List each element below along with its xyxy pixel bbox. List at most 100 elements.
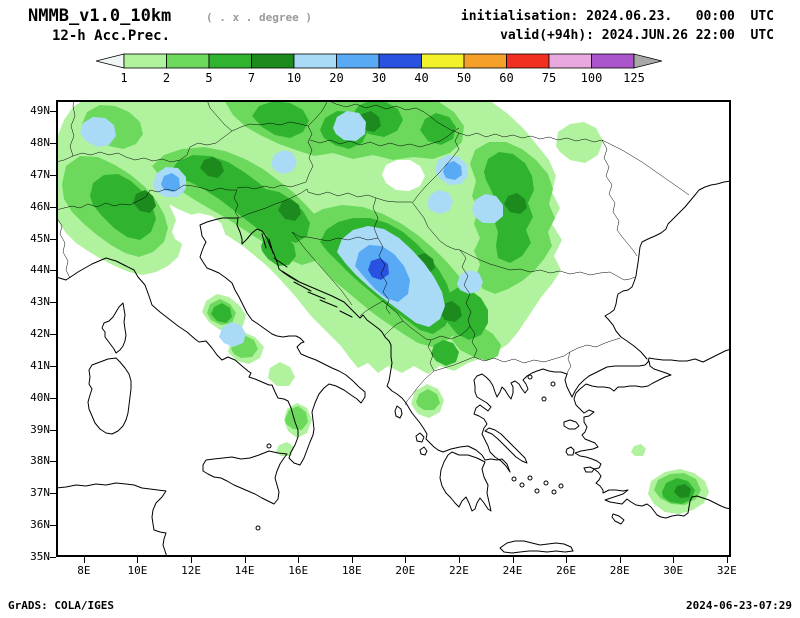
legend-level-20: 20 <box>329 71 343 85</box>
coast-aegean-north <box>473 348 731 473</box>
precip-level4-region <box>278 199 301 221</box>
lat-tick-48N <box>50 143 56 144</box>
precip-level3-region <box>420 113 456 145</box>
model-resolution-note: ( . x . degree ) <box>206 11 312 24</box>
lat-tick-44N <box>50 270 56 271</box>
lon-tick-32E <box>727 557 728 563</box>
coast-adriatic-balkans <box>236 217 511 512</box>
lon-tick-30E <box>673 557 674 563</box>
lat-label-49N: 49N <box>30 104 50 118</box>
lat-tick-43N <box>50 302 56 303</box>
coast-black-sea-west <box>604 180 731 360</box>
precip-level5-region <box>271 150 297 174</box>
precip-level4-region <box>504 193 527 214</box>
product-name: 12-h Acc.Prec. <box>52 28 171 44</box>
precip-level4-region <box>200 157 224 178</box>
legend-segment-4 <box>251 53 295 69</box>
islands-dalmatia <box>261 233 353 318</box>
legend-segment-6 <box>336 53 380 69</box>
lon-tick-16E <box>298 557 299 563</box>
lon-tick-20E <box>405 557 406 563</box>
lon-label-16E: 16E <box>288 564 309 577</box>
lat-label-42N: 42N <box>30 327 50 341</box>
precip-level4-region <box>133 190 156 213</box>
coast-turkey <box>573 360 731 519</box>
precip-level5-region <box>427 190 453 214</box>
precip-level5-region <box>80 117 116 147</box>
legend-segment-11 <box>548 53 592 69</box>
lat-tick-40N <box>50 398 56 399</box>
lon-tick-18E <box>352 557 353 563</box>
precip-level3-region <box>90 174 156 240</box>
country-borders <box>56 100 690 406</box>
legend-level-60: 60 <box>499 71 513 85</box>
lat-label-48N: 48N <box>30 135 50 149</box>
island-crete <box>499 540 574 554</box>
grads-credit: GrADS: COLA/IGES <box>8 599 114 612</box>
color-bar-legend: 1 2 5 7 10 20 30 40 50 60 75 100 125 <box>95 52 663 92</box>
coast-italy <box>56 217 366 466</box>
coast-north-africa <box>56 482 168 557</box>
lat-tick-35N <box>50 557 56 558</box>
legend-segment-3 <box>208 53 252 69</box>
lon-tick-22E <box>459 557 460 563</box>
legend-level-125: 125 <box>623 71 645 85</box>
island-sicily <box>202 450 288 505</box>
lon-label-20E: 20E <box>395 564 416 577</box>
lat-tick-36N <box>50 525 56 526</box>
precip-level1-region <box>556 122 603 163</box>
island-lesbos <box>563 419 580 430</box>
legend-segment-1 <box>123 53 167 69</box>
precip-level3-region <box>431 340 459 366</box>
lat-label-39N: 39N <box>30 422 50 436</box>
island-kefalonia <box>415 432 425 443</box>
lat-label-43N: 43N <box>30 295 50 309</box>
legend-segment-5 <box>293 53 337 69</box>
lat-label-46N: 46N <box>30 199 50 213</box>
lat-label-38N: 38N <box>30 454 50 468</box>
precip-gap <box>382 160 425 191</box>
precip-shading <box>56 100 709 514</box>
map-plot <box>56 100 731 557</box>
lat-tick-49N <box>50 111 56 112</box>
lon-label-18E: 18E <box>341 564 362 577</box>
creation-timestamp: 2024-06-23-07:29 <box>686 599 792 612</box>
legend-level-10: 10 <box>287 71 301 85</box>
lon-label-14E: 14E <box>234 564 255 577</box>
lon-label-22E: 22E <box>448 564 469 577</box>
precip-level5-region <box>219 322 246 347</box>
lon-label-30E: 30E <box>663 564 684 577</box>
precip-level2-region <box>416 389 440 410</box>
legend-segment-10 <box>506 53 550 69</box>
map-area <box>56 100 731 557</box>
lon-label-12E: 12E <box>181 564 201 577</box>
lon-label-32E: 32E <box>716 564 737 577</box>
valid-time: valid(+94h): 2024.JUN.26 22:00 UTC <box>500 28 774 43</box>
lat-tick-45N <box>50 239 56 240</box>
island-corfu <box>394 405 403 419</box>
lon-tick-28E <box>620 557 621 563</box>
lat-tick-39N <box>50 430 56 431</box>
legend-level-50: 50 <box>457 71 471 85</box>
precip-level3-region <box>252 101 309 138</box>
island-corsica <box>101 302 127 354</box>
lat-label-35N: 35N <box>30 550 50 564</box>
lon-label-24E: 24E <box>502 564 523 577</box>
precip-level5-region <box>457 270 483 294</box>
lon-tick-24E <box>513 557 514 563</box>
coastlines <box>56 180 731 557</box>
map-frame <box>56 100 731 557</box>
borders-path <box>56 100 690 406</box>
lat-tick-41N <box>50 366 56 367</box>
precip-level1-region <box>631 444 646 456</box>
precip-level3-region <box>211 303 232 323</box>
lon-label-26E: 26E <box>556 564 577 577</box>
lat-tick-46N <box>50 207 56 208</box>
legend-level-100: 100 <box>581 71 603 85</box>
island-chios <box>565 446 575 456</box>
legend-above-max-arrow <box>633 53 663 69</box>
legend-level-7: 7 <box>248 71 255 85</box>
legend-level-30: 30 <box>372 71 386 85</box>
precip-level1-region <box>268 362 295 386</box>
precip-level1-region <box>276 442 294 456</box>
